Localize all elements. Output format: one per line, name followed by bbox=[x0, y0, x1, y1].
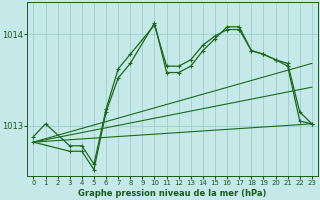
X-axis label: Graphe pression niveau de la mer (hPa): Graphe pression niveau de la mer (hPa) bbox=[78, 189, 267, 198]
